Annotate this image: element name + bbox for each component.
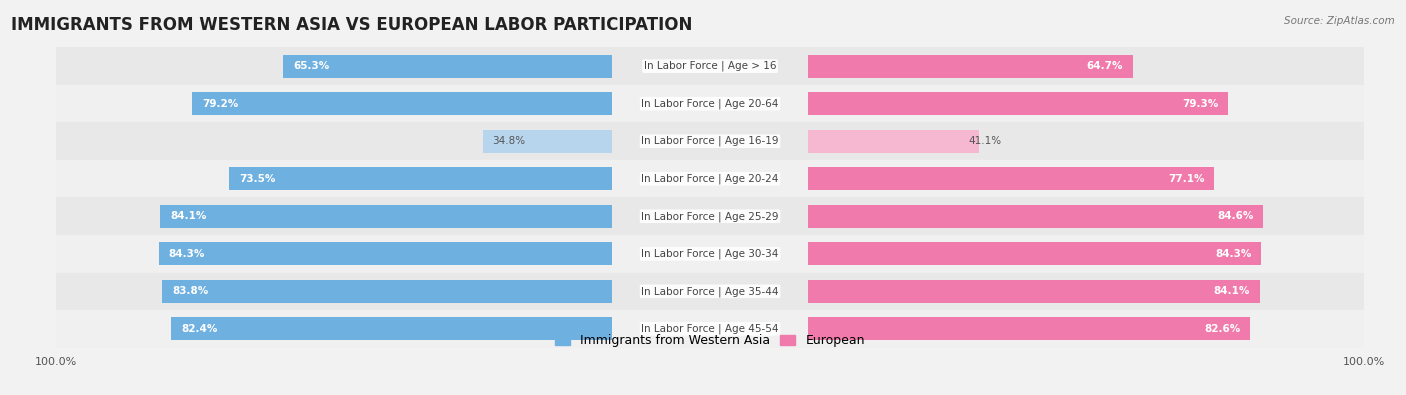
Bar (808, 317, 1250, 340)
Text: 65.3%: 65.3% (292, 61, 329, 71)
Text: 77.1%: 77.1% (1168, 174, 1205, 184)
Text: 84.1%: 84.1% (1213, 286, 1250, 296)
Bar (808, 55, 1133, 78)
Text: 83.8%: 83.8% (172, 286, 208, 296)
Text: 84.3%: 84.3% (1215, 249, 1251, 259)
Bar (808, 280, 1260, 303)
Bar (159, 242, 612, 265)
Text: IMMIGRANTS FROM WESTERN ASIA VS EUROPEAN LABOR PARTICIPATION: IMMIGRANTS FROM WESTERN ASIA VS EUROPEAN… (11, 16, 693, 34)
Text: 41.1%: 41.1% (969, 136, 1002, 146)
Bar (56, 122, 1364, 160)
Bar (808, 242, 1261, 265)
Bar (482, 130, 612, 153)
Bar (56, 235, 1364, 273)
Text: 84.1%: 84.1% (170, 211, 207, 221)
Bar (808, 92, 1229, 115)
Text: Source: ZipAtlas.com: Source: ZipAtlas.com (1284, 16, 1395, 26)
Bar (162, 280, 612, 303)
Text: In Labor Force | Age 20-24: In Labor Force | Age 20-24 (641, 173, 779, 184)
Text: 82.6%: 82.6% (1204, 324, 1240, 334)
Bar (56, 160, 1364, 198)
Text: 64.7%: 64.7% (1087, 61, 1123, 71)
Text: In Labor Force | Age 30-34: In Labor Force | Age 30-34 (641, 248, 779, 259)
Bar (808, 205, 1263, 228)
Text: 84.3%: 84.3% (169, 249, 205, 259)
Text: In Labor Force | Age > 16: In Labor Force | Age > 16 (644, 61, 776, 71)
Text: 34.8%: 34.8% (492, 136, 526, 146)
Bar (808, 130, 979, 153)
Bar (808, 167, 1215, 190)
Bar (193, 92, 612, 115)
Text: 79.3%: 79.3% (1182, 99, 1219, 109)
Bar (56, 273, 1364, 310)
Text: In Labor Force | Age 45-54: In Labor Force | Age 45-54 (641, 324, 779, 334)
Bar (56, 85, 1364, 122)
Bar (172, 317, 612, 340)
Text: In Labor Force | Age 25-29: In Labor Force | Age 25-29 (641, 211, 779, 222)
Bar (56, 310, 1364, 348)
Text: In Labor Force | Age 20-64: In Labor Force | Age 20-64 (641, 98, 779, 109)
Legend: Immigrants from Western Asia, European: Immigrants from Western Asia, European (555, 334, 865, 347)
Text: In Labor Force | Age 35-44: In Labor Force | Age 35-44 (641, 286, 779, 297)
Text: In Labor Force | Age 16-19: In Labor Force | Age 16-19 (641, 136, 779, 147)
Text: 84.6%: 84.6% (1218, 211, 1253, 221)
Text: 79.2%: 79.2% (202, 99, 238, 109)
Bar (160, 205, 612, 228)
Bar (229, 167, 612, 190)
Text: 73.5%: 73.5% (239, 174, 276, 184)
Bar (283, 55, 612, 78)
Bar (56, 198, 1364, 235)
Bar (56, 47, 1364, 85)
Text: 82.4%: 82.4% (181, 324, 218, 334)
